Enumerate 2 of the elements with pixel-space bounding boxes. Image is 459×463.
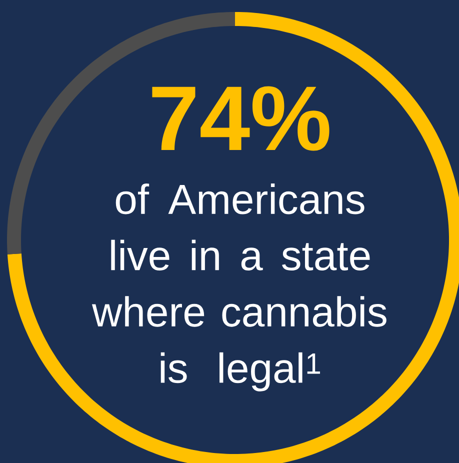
text: of Americans live in a state where cannabis is legal$^{1}$ [92, 184, 386, 392]
text: 74% [152, 86, 330, 151]
